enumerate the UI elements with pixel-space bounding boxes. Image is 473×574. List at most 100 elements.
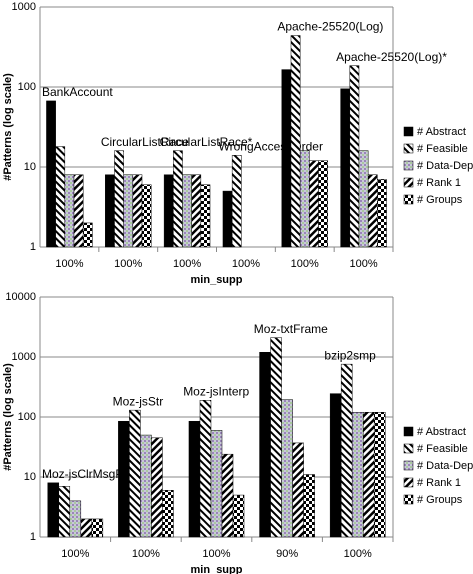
y-tick-label: 100 <box>18 81 36 93</box>
legend-label: # Data-Dep <box>417 160 473 172</box>
bar <box>82 222 93 248</box>
bar <box>118 420 130 538</box>
bar <box>281 399 293 538</box>
legend-label: # Feasible <box>417 143 468 155</box>
bar <box>318 160 328 248</box>
annotation: Moz-txtFrame <box>254 322 328 336</box>
bar <box>210 430 223 538</box>
legend-swatch <box>403 143 414 154</box>
bar <box>91 518 104 538</box>
bar <box>141 184 152 248</box>
legend-label: # Feasible <box>417 443 468 455</box>
bar <box>129 409 141 538</box>
legend-swatch <box>403 460 414 471</box>
bar <box>182 174 192 248</box>
bar <box>58 486 71 538</box>
bar <box>222 190 233 248</box>
bar <box>188 420 201 538</box>
bar <box>362 411 375 538</box>
annotation: Moz-jsClrMsgPa <box>42 467 130 481</box>
y-tick-label: 1 <box>30 531 36 543</box>
bar <box>55 146 66 248</box>
bar <box>358 150 369 248</box>
bar <box>151 437 163 538</box>
annotation: Apache-25520(Log) <box>277 20 383 34</box>
bar <box>80 518 93 538</box>
annotation: CircularListRace* <box>160 135 253 149</box>
bar <box>199 400 212 538</box>
bar <box>290 35 301 248</box>
annotation: CircularListRace <box>101 135 189 149</box>
y-tick-label: 100 <box>18 411 36 423</box>
bar <box>73 174 84 248</box>
y-axis-title: #Patterns (log scale) <box>2 73 14 181</box>
bar <box>329 393 342 538</box>
x-tick-label: 100% <box>55 258 83 270</box>
legend-swatch <box>403 494 414 505</box>
bar <box>292 442 304 538</box>
bar <box>163 174 174 248</box>
bar <box>132 174 143 248</box>
legend-swatch <box>403 426 414 437</box>
bar <box>367 174 378 248</box>
legend-label: # Rank 1 <box>417 477 461 489</box>
annotation: bzip2smp <box>324 348 376 362</box>
x-tick-label: 100% <box>350 258 378 270</box>
x-tick-label: 100% <box>173 258 201 270</box>
legend-swatch <box>403 194 414 205</box>
bar <box>162 490 174 538</box>
x-tick-label: 100% <box>61 548 89 560</box>
y-tick-label: 1000 <box>12 1 36 13</box>
bar <box>309 160 319 248</box>
bar <box>232 494 245 538</box>
bar <box>299 150 310 248</box>
x-tick-label: 100% <box>232 258 260 270</box>
y-tick-label: 10000 <box>5 291 36 303</box>
bar <box>303 474 315 538</box>
legend-swatch <box>403 126 414 137</box>
bar <box>140 434 152 538</box>
x-tick-label: 90% <box>276 548 298 560</box>
bar <box>231 155 242 248</box>
x-tick-label: 100% <box>291 258 319 270</box>
y-tick-label: 10 <box>24 471 36 483</box>
annotation: Moz-jsInterp <box>183 384 249 398</box>
annotation: Moz-jsStr <box>113 394 164 408</box>
legend-label: # Groups <box>417 494 463 506</box>
bar <box>377 179 387 248</box>
legend-label: # Groups <box>417 194 463 206</box>
bar <box>340 363 353 538</box>
bar <box>259 351 271 538</box>
legend-label: # Abstract <box>417 426 466 438</box>
x-tick-label: 100% <box>132 548 160 560</box>
bar <box>69 500 82 538</box>
bar <box>64 174 75 248</box>
bar <box>221 453 234 538</box>
annotation: Apache-25520(Log)* <box>336 50 447 64</box>
bar <box>123 174 134 248</box>
bar <box>270 337 282 538</box>
legend-label: # Data-Dep <box>417 460 473 472</box>
y-tick-label: 1 <box>30 241 36 253</box>
annotation: BankAccount <box>42 85 113 99</box>
x-axis-title: min_supp <box>191 564 243 574</box>
legend-swatch <box>403 160 414 171</box>
x-tick-label: 100% <box>202 548 230 560</box>
bar <box>340 88 351 248</box>
bar <box>349 65 360 248</box>
y-tick-label: 1000 <box>12 351 36 363</box>
legend-label: # Abstract <box>417 126 466 138</box>
y-axis-title: #Patterns (log scale) <box>2 363 14 471</box>
bar <box>105 174 115 248</box>
legend-swatch <box>403 177 414 188</box>
legend-swatch <box>403 443 414 454</box>
bar <box>46 100 56 248</box>
bar <box>200 184 211 248</box>
x-tick-label: 100% <box>114 258 142 270</box>
bar <box>281 69 292 248</box>
legend-swatch <box>403 477 414 488</box>
y-tick-label: 10 <box>24 161 36 173</box>
bar <box>114 150 124 248</box>
bar <box>373 411 386 538</box>
